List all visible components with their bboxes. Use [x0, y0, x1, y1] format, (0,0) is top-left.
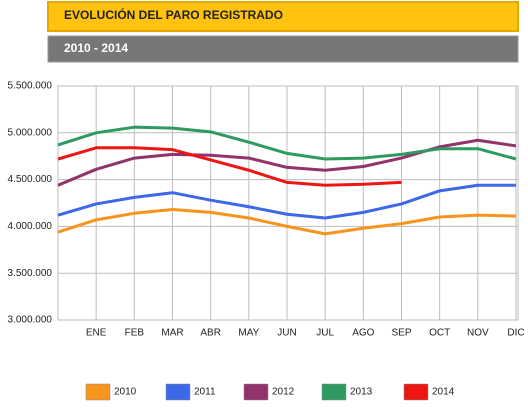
- x-tick-label: JUN: [277, 328, 296, 339]
- legend-swatch: [321, 383, 347, 401]
- legend-swatch: [85, 383, 111, 401]
- x-tick-label: SEP: [391, 328, 411, 339]
- y-tick-label: 4.000.000: [8, 221, 53, 232]
- y-tick-label: 3.000.000: [8, 315, 53, 326]
- x-tick-label: JUL: [316, 328, 334, 339]
- y-tick-label: 5.500.000: [8, 81, 53, 92]
- x-tick-label: DIC: [507, 328, 524, 339]
- series-line: [57, 208, 517, 236]
- x-tick-label: MAY: [238, 328, 259, 339]
- legend-label: 2010: [114, 387, 137, 398]
- series-line: [57, 146, 402, 187]
- legend-label: 2011: [194, 387, 216, 398]
- plot-area: [57, 85, 519, 321]
- subtitle-banner: [47, 35, 519, 63]
- legend-swatch: [403, 383, 429, 401]
- x-tick-label: AGO: [352, 328, 374, 339]
- legend-swatch: [165, 383, 191, 401]
- legend-label: 2013: [350, 387, 373, 398]
- chart-subtitle: 2010 - 2014: [64, 41, 128, 55]
- y-tick-label: 4.500.000: [8, 174, 53, 185]
- legend-swatch: [243, 383, 269, 401]
- series-line: [57, 138, 517, 187]
- legend-label: 2014: [432, 387, 455, 398]
- series-line: [57, 183, 516, 220]
- x-tick-label: ABR: [200, 328, 221, 339]
- title-banner: [47, 1, 519, 32]
- x-tick-label: OCT: [429, 328, 450, 339]
- x-tick-label: MAR: [161, 328, 183, 339]
- x-tick-label: ENE: [86, 328, 107, 339]
- y-tick-label: 5.000.000: [8, 127, 53, 138]
- x-tick-label: NOV: [467, 328, 489, 339]
- legend-label: 2012: [272, 387, 295, 398]
- series-line: [57, 125, 517, 161]
- x-tick-label: FEB: [125, 328, 145, 339]
- y-tick-label: 3.500.000: [8, 268, 53, 279]
- chart-title: EVOLUCIÓN DEL PARO REGISTRADO: [64, 7, 283, 22]
